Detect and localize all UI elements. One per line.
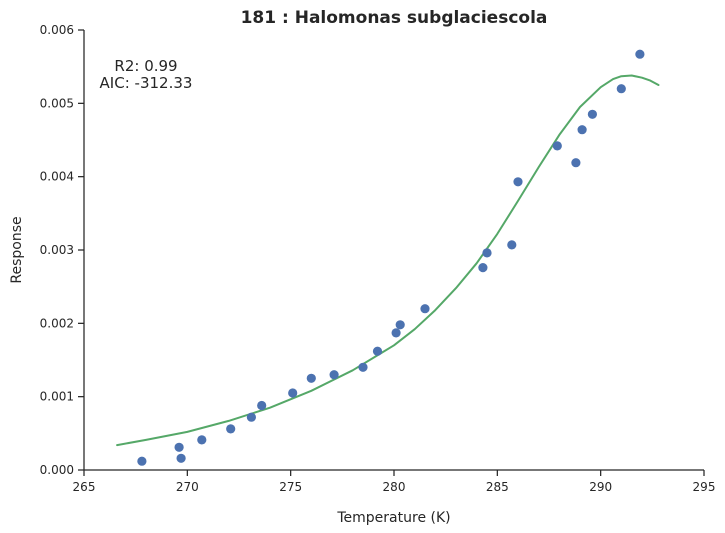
data-point <box>587 109 598 119</box>
data-point <box>226 424 236 434</box>
x-tick-label: 265 <box>73 480 96 494</box>
y-tick-label: 0.002 <box>40 316 74 330</box>
x-tick-label: 280 <box>383 480 406 494</box>
data-point <box>616 84 626 94</box>
data-point <box>174 442 184 452</box>
y-tick-label: 0.001 <box>40 390 74 404</box>
data-points-layer <box>137 49 645 466</box>
x-tick-label: 295 <box>693 480 716 494</box>
data-point <box>257 400 267 411</box>
data-point <box>329 370 339 380</box>
data-point <box>176 453 186 463</box>
chart-title: 181 : Halomonas subglaciescola <box>241 8 548 28</box>
data-point <box>197 435 207 445</box>
data-point <box>358 362 368 372</box>
fit-curve <box>116 74 660 447</box>
data-point <box>391 328 401 338</box>
data-point <box>372 346 383 356</box>
data-point <box>246 412 256 422</box>
data-point <box>635 49 645 59</box>
y-tick-label: 0.005 <box>40 96 74 110</box>
data-point <box>571 158 581 168</box>
data-point <box>306 373 316 383</box>
data-point <box>420 304 430 314</box>
fit-curve-layer <box>116 74 660 447</box>
y-tick-label: 0.000 <box>40 463 74 477</box>
y-tick-label: 0.003 <box>40 243 74 257</box>
data-point <box>288 388 298 398</box>
x-axis-label: Temperature (K) <box>336 510 450 526</box>
data-point <box>577 125 587 135</box>
x-tick-label: 270 <box>176 480 199 494</box>
x-tick-label: 290 <box>589 480 612 494</box>
r2-annotation: R2: 0.99 <box>114 57 177 75</box>
data-point <box>552 141 562 151</box>
data-point <box>507 240 517 250</box>
y-tick-label: 0.004 <box>40 170 74 184</box>
x-axis-ticks: 265 270 275 280 285 290 295 <box>73 470 716 494</box>
data-point <box>137 456 147 466</box>
y-axis-label: Response <box>9 216 25 283</box>
aic-annotation: AIC: -312.33 <box>100 74 193 92</box>
data-point <box>482 248 492 258</box>
x-tick-label: 285 <box>486 480 509 494</box>
x-tick-label: 275 <box>279 480 302 494</box>
data-point <box>478 263 488 273</box>
data-point <box>513 177 523 187</box>
fit-stats-annotation: R2: 0.99 AIC: -312.33 <box>100 57 193 92</box>
data-point <box>395 320 405 330</box>
y-tick-label: 0.006 <box>40 23 74 37</box>
y-axis-ticks: 0.000 0.001 0.002 0.003 0.004 0.005 0.006 <box>40 23 84 477</box>
